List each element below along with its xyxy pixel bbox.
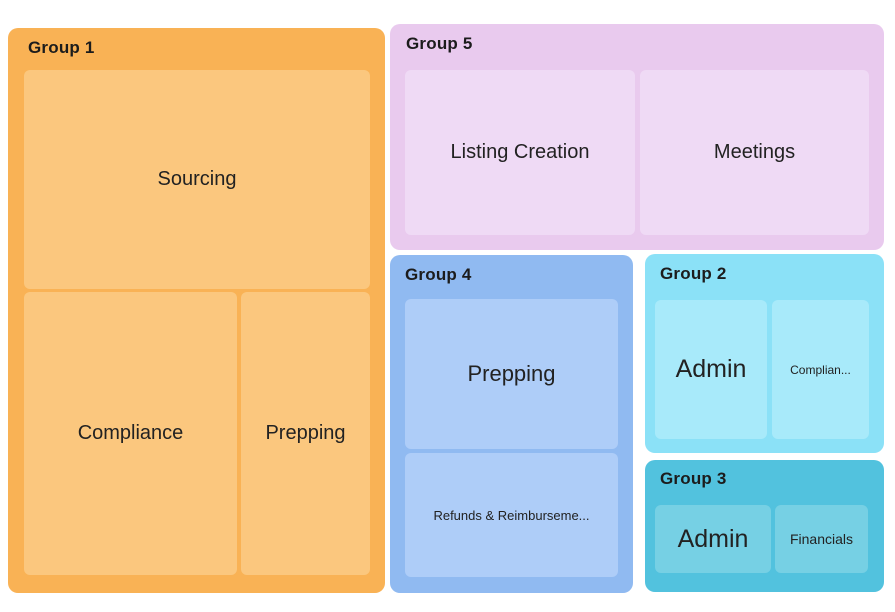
task-card-sourcing[interactable]: Sourcing bbox=[24, 70, 370, 289]
group-3-title: Group 3 bbox=[660, 469, 727, 488]
group-2-title: Group 2 bbox=[660, 264, 727, 283]
task-card-label: Sourcing bbox=[157, 168, 237, 190]
group-4-panel[interactable]: Group 4 Prepping Refunds & Reimburseme..… bbox=[390, 255, 633, 593]
group-5-panel[interactable]: Group 5 Listing Creation Meetings bbox=[390, 24, 884, 250]
task-card-meetings[interactable]: Meetings bbox=[640, 70, 869, 235]
group-3-panel[interactable]: Group 3 Admin Financials bbox=[645, 460, 884, 592]
task-card-label: Complian... bbox=[790, 362, 851, 377]
group-5-title: Group 5 bbox=[406, 34, 473, 53]
task-card-label: Admin bbox=[675, 355, 747, 383]
task-card-financials[interactable]: Financials bbox=[775, 505, 868, 573]
task-card-label: Refunds & Reimburseme... bbox=[433, 507, 590, 523]
task-card-label: Admin bbox=[677, 524, 749, 553]
group-1-title: Group 1 bbox=[28, 38, 95, 57]
task-card-label: Financials bbox=[789, 531, 854, 547]
task-card-label: Prepping bbox=[265, 422, 346, 444]
task-card-listing-creation[interactable]: Listing Creation bbox=[405, 70, 635, 235]
group-1-panel[interactable]: Group 1 Sourcing Compliance Prepping bbox=[8, 28, 385, 593]
task-card-label: Meetings bbox=[713, 141, 796, 163]
task-card-label: Prepping bbox=[467, 361, 556, 386]
task-card-compliance[interactable]: Compliance bbox=[24, 292, 237, 575]
task-card-admin-2[interactable]: Admin bbox=[655, 505, 771, 573]
task-card-admin[interactable]: Admin bbox=[655, 300, 767, 439]
task-card-label: Compliance bbox=[77, 422, 184, 444]
task-card-prepping[interactable]: Prepping bbox=[241, 292, 370, 575]
task-card-label: Listing Creation bbox=[450, 141, 590, 163]
task-card-refunds-reimbursements[interactable]: Refunds & Reimburseme... bbox=[405, 453, 618, 577]
group-4-title: Group 4 bbox=[405, 265, 472, 284]
task-card-prepping-2[interactable]: Prepping bbox=[405, 299, 618, 449]
task-card-compliance-truncated[interactable]: Complian... bbox=[772, 300, 869, 439]
group-2-panel[interactable]: Group 2 Admin Complian... bbox=[645, 254, 884, 453]
